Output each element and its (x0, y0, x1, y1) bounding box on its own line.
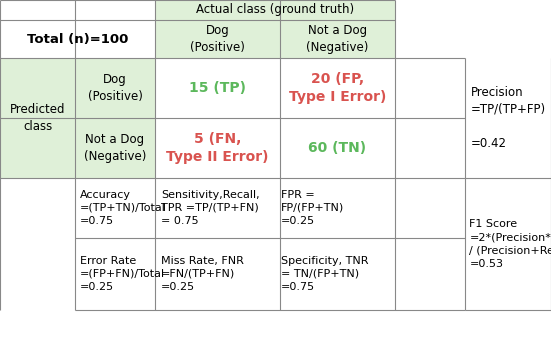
Bar (0, 178, 75, 238)
Text: 60 (TN): 60 (TN) (309, 141, 366, 155)
Text: 15 (TP): 15 (TP) (189, 81, 246, 95)
Text: Dog
(Positive): Dog (Positive) (190, 24, 245, 54)
Bar (0, 20, 155, 58)
Bar (0, 0, 155, 20)
Bar (395, 58, 465, 118)
Bar (465, 238, 551, 310)
Bar (465, 20, 551, 58)
Bar (0, 238, 75, 310)
Text: Actual class (ground truth): Actual class (ground truth) (196, 3, 354, 17)
Bar (395, 238, 465, 310)
Bar (155, 178, 280, 238)
Text: Predicted
class: Predicted class (10, 103, 65, 133)
Bar (395, 0, 465, 20)
Bar (280, 20, 395, 58)
Text: 20 (FP,
Type I Error): 20 (FP, Type I Error) (289, 72, 386, 104)
Text: Sensitivity,Recall,
TPR =TP/(TP+FN)
= 0.75: Sensitivity,Recall, TPR =TP/(TP+FN) = 0.… (161, 190, 260, 226)
Bar (280, 58, 395, 118)
Bar (395, 20, 465, 58)
Text: Not a Dog
(Negative): Not a Dog (Negative) (84, 133, 146, 163)
Text: Miss Rate, FNR
=FN/(TP+FN)
=0.25: Miss Rate, FNR =FN/(TP+FN) =0.25 (161, 256, 244, 292)
Bar (465, 0, 551, 20)
Bar (395, 178, 465, 238)
Bar (465, 58, 551, 178)
Text: Accuracy
=(TP+TN)/Total
=0.75: Accuracy =(TP+TN)/Total =0.75 (80, 190, 166, 226)
Text: Specificity, TNR
= TN/(FP+TN)
=0.75: Specificity, TNR = TN/(FP+TN) =0.75 (281, 256, 369, 292)
Text: 5 (FN,
Type II Error): 5 (FN, Type II Error) (166, 132, 269, 164)
Text: Dog
(Positive): Dog (Positive) (88, 73, 143, 103)
Bar (465, 178, 551, 310)
Text: FPR =
FP/(FP+TN)
=0.25: FPR = FP/(FP+TN) =0.25 (281, 190, 344, 226)
Bar (395, 118, 465, 178)
Bar (75, 118, 155, 178)
Text: Precision
=TP/(TP+FP)

=0.42: Precision =TP/(TP+FP) =0.42 (471, 86, 546, 150)
Bar (155, 118, 280, 178)
Text: Error Rate
=(FP+FN)/Total
=0.25: Error Rate =(FP+FN)/Total =0.25 (80, 256, 165, 292)
Bar (280, 238, 395, 310)
Bar (0, 58, 75, 178)
Bar (155, 20, 280, 58)
Bar (155, 238, 280, 310)
Bar (280, 118, 395, 178)
Bar (280, 178, 395, 238)
Bar (75, 58, 155, 118)
Bar (155, 0, 395, 20)
Bar (155, 58, 280, 118)
Text: Not a Dog
(Negative): Not a Dog (Negative) (306, 24, 369, 54)
Bar (75, 238, 155, 310)
Text: F1 Score
=2*(Precision*Recall)
/ (Precision+Recall)
=0.53: F1 Score =2*(Precision*Recall) / (Precis… (469, 219, 551, 269)
Text: Total (n)=100: Total (n)=100 (27, 32, 128, 46)
Bar (75, 178, 155, 238)
